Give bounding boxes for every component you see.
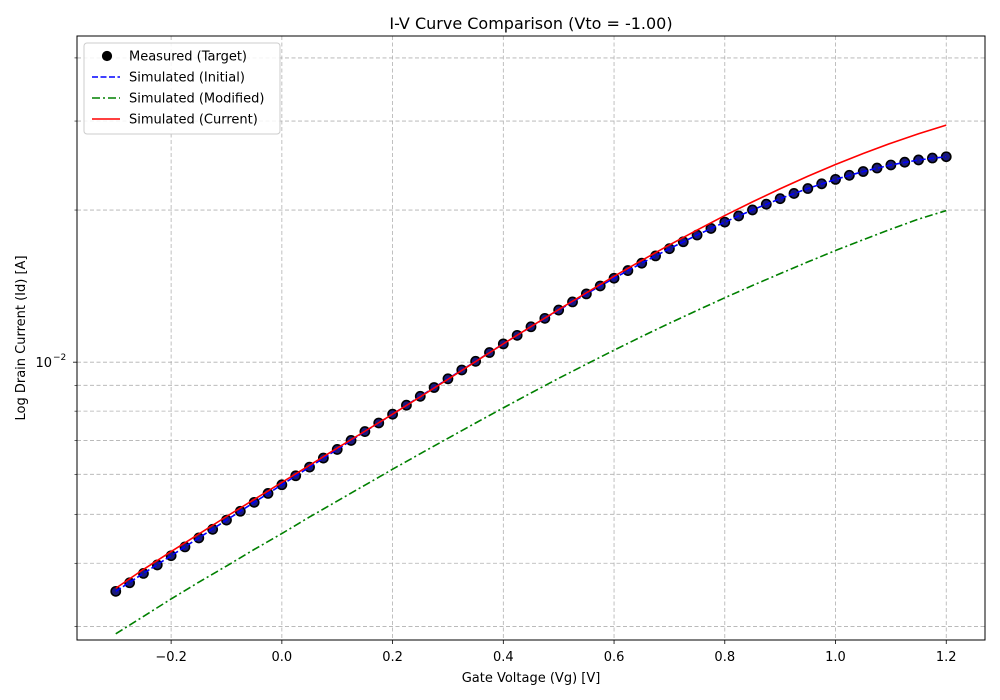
x-tick-label: 0.4: [493, 650, 514, 665]
x-tick-label: −0.2: [155, 650, 187, 665]
series-line-simulated-modified: [115, 209, 947, 635]
y-tick-exponent: −2: [53, 353, 66, 363]
legend: Measured (Target) Simulated (Initial) Simu…: [83, 42, 281, 135]
data-point: [774, 193, 786, 205]
data-series: [110, 124, 952, 635]
legend-entry-measured-target: Measured (Target): [101, 50, 247, 65]
legend-marker: [101, 50, 113, 62]
x-tick-label: 1.0: [825, 650, 846, 665]
x-tick-label: 0.8: [714, 650, 735, 665]
series-line-simulated-initial: [115, 155, 947, 593]
x-axis-label: Gate Voltage (Vg) [V]: [462, 671, 601, 686]
x-tick-label: 1.2: [936, 650, 957, 665]
legend-label: Simulated (Current): [129, 113, 258, 128]
data-point: [871, 162, 883, 174]
x-tick-label: 0.0: [272, 650, 293, 665]
plot-area-frame: [76, 35, 986, 641]
data-point: [165, 550, 177, 562]
y-axis-label: Log Drain Current (Id) [A]: [14, 255, 29, 420]
x-tick-label: 0.6: [604, 650, 625, 665]
legend-label: Simulated (Initial): [129, 71, 245, 86]
y-tick-label: 10: [35, 356, 52, 371]
legend-entry-simulated-modified: Simulated (Modified): [92, 92, 264, 107]
legend-box: [83, 42, 281, 135]
data-point: [719, 216, 731, 228]
series-line-simulated-current: [115, 124, 947, 589]
chart-title: I-V Curve Comparison (Vto = -1.00): [389, 14, 672, 33]
legend-label: Simulated (Modified): [129, 92, 264, 107]
legend-entry-simulated-current: Simulated (Current): [92, 113, 258, 128]
legend-label: Measured (Target): [129, 50, 247, 65]
x-tick-label: 0.2: [382, 650, 403, 665]
y-axis-ticks: 10 −2: [35, 57, 77, 627]
x-axis-ticks: −0.2 0.0 0.2 0.4 0.6 0.8 1.0 1.2: [155, 640, 957, 665]
legend-entry-simulated-initial: Simulated (Initial): [92, 71, 245, 86]
data-point: [830, 173, 841, 185]
